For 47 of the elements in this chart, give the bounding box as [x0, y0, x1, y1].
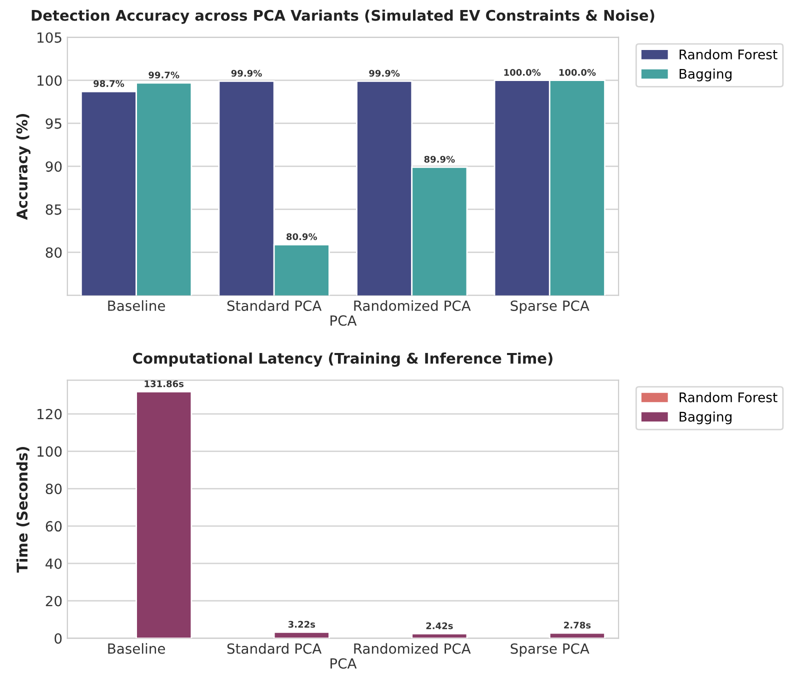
x-tick-label: Sparse PCA	[510, 643, 590, 657]
legend-label: Random Forest	[680, 49, 778, 60]
bar	[548, 632, 606, 638]
data-label: 131.86s	[144, 380, 184, 388]
legend-label: Random Forest	[680, 392, 778, 402]
data-label: 89.9%	[424, 156, 455, 163]
y-tick-label: 20	[46, 596, 62, 606]
y-tick-label: 95	[46, 118, 62, 129]
data-label: 80.9%	[286, 233, 318, 240]
y-tick-label: 105	[38, 32, 62, 43]
y-tick-label: 0	[54, 633, 62, 644]
x-tick-label: Baseline	[108, 643, 165, 654]
data-label: 3.22s	[288, 620, 316, 628]
y-tick-label: 85	[46, 204, 62, 215]
x-tick-label: Standard PCA	[227, 643, 322, 654]
x-axis-title: PCA	[330, 658, 357, 669]
y-tick-label: 80	[46, 484, 62, 494]
x-tick-label: Baseline	[108, 300, 165, 311]
data-label: 98.7%	[94, 80, 124, 87]
legend-label: Bagging	[680, 68, 732, 82]
y-tick-label: 100	[38, 75, 62, 86]
x-tick-label: Standard PCA	[227, 300, 322, 311]
chart-title: Detection Accuracy across PCA Variants (Simulated EV Constraints & Noise)	[32, 10, 654, 24]
data-label: 99.9%	[231, 70, 262, 77]
y-tick-label: 100	[38, 446, 62, 457]
y-tick-label: 80	[46, 247, 62, 258]
bar	[136, 391, 192, 638]
data-label: 99.7%	[148, 72, 180, 78]
data-label: 100.0%	[504, 68, 541, 76]
y-tick-label: 120	[38, 408, 62, 420]
y-tick-label: 60	[46, 521, 62, 532]
bar	[273, 632, 330, 638]
x-tick-label: Sparse PCA	[510, 300, 590, 314]
x-tick-label: Randomized PCA	[354, 643, 471, 654]
y-axis-title: Accuracy (%)	[16, 114, 30, 220]
data-label: 99.9%	[369, 70, 400, 77]
data-label: 2.78s	[564, 622, 591, 629]
y-tick-label: 90	[46, 161, 62, 172]
x-axis-title: PCA	[330, 315, 357, 326]
data-label: 100.0%	[559, 68, 596, 76]
bar	[411, 633, 468, 638]
data-label: 2.42s	[426, 622, 453, 630]
x-tick-label: Randomized PCA	[354, 300, 471, 311]
chart-title: Computational Latency (Training & Inference Time)	[133, 352, 552, 367]
legend-label: Bagging	[680, 411, 732, 424]
y-tick-label: 40	[46, 558, 62, 569]
y-axis-title: Time (Seconds)	[16, 447, 30, 573]
